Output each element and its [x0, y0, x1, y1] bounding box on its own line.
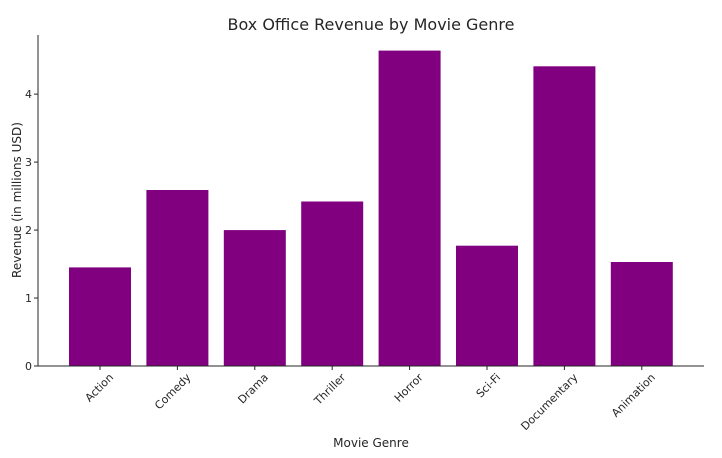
- y-tick-label: 4: [25, 88, 32, 101]
- x-tick-label: Sci-Fi: [474, 371, 503, 400]
- x-tick-label: Documentary: [518, 371, 580, 433]
- x-axis-ticks: Action Comedy Drama Thriller Horror Sci-Fi Doc…: [83, 366, 658, 433]
- y-axis-label: Revenue (in millions USD): [10, 122, 24, 278]
- chart-title: Box Office Revenue by Movie Genre: [228, 15, 515, 34]
- y-tick-label: 1: [25, 292, 32, 305]
- x-tick-label: Thriller: [311, 371, 349, 409]
- x-tick-label: Horror: [392, 371, 426, 405]
- x-tick-label: Comedy: [152, 371, 194, 413]
- y-tick-label: 2: [25, 224, 32, 237]
- x-tick-label: Drama: [235, 371, 270, 406]
- x-tick-label: Animation: [609, 371, 658, 420]
- bar-thriller: [301, 201, 364, 366]
- bar-documentary: [533, 66, 596, 367]
- y-tick-label: 3: [25, 156, 32, 169]
- bars-group: [69, 50, 673, 367]
- bar-comedy: [146, 190, 209, 366]
- y-axis-ticks: 0 1 2 3 4: [25, 88, 38, 373]
- bar-sci-fi: [456, 245, 518, 366]
- bar-action: [69, 267, 131, 366]
- bar-animation: [610, 262, 673, 366]
- bar-horror: [378, 50, 441, 366]
- x-axis-label: Movie Genre: [333, 436, 409, 450]
- x-tick-label: Action: [83, 371, 117, 405]
- y-tick-label: 0: [25, 360, 32, 373]
- bar-drama: [223, 230, 286, 366]
